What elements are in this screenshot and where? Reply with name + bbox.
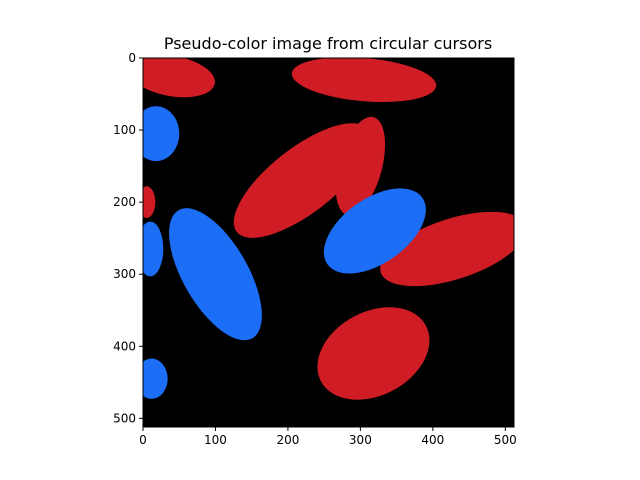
x-tick-label: 200 bbox=[276, 433, 299, 447]
x-tick-label: 500 bbox=[494, 433, 517, 447]
region-red-2 bbox=[233, 123, 372, 238]
pseudo-color-regions bbox=[143, 58, 514, 400]
region-red-5 bbox=[380, 211, 514, 287]
y-tick-label: 0 bbox=[128, 51, 136, 65]
region-blue-8 bbox=[323, 188, 426, 274]
x-tick-label: 300 bbox=[349, 433, 372, 447]
y-tick-label: 100 bbox=[113, 123, 136, 137]
x-tick-label: 100 bbox=[204, 433, 227, 447]
region-red-3 bbox=[335, 116, 386, 216]
x-tick-label: 400 bbox=[421, 433, 444, 447]
x-axis: 0 100 200 300 400 500 bbox=[139, 427, 517, 447]
region-red-1 bbox=[291, 58, 437, 103]
y-tick-label: 200 bbox=[113, 195, 136, 209]
region-blue-9 bbox=[169, 208, 262, 341]
y-axis: 0 100 200 300 400 500 bbox=[113, 51, 143, 425]
y-tick-label: 300 bbox=[113, 267, 136, 281]
region-blue-11 bbox=[143, 358, 168, 399]
region-red-0 bbox=[143, 58, 215, 98]
region-red-4 bbox=[143, 186, 156, 218]
chart-title: Pseudo-color image from circular cursors bbox=[164, 34, 492, 53]
x-tick-label: 0 bbox=[139, 433, 147, 447]
axes-frame bbox=[142, 57, 515, 428]
y-tick-label: 500 bbox=[113, 411, 136, 425]
y-tick-label: 400 bbox=[113, 339, 136, 353]
region-blue-10 bbox=[143, 221, 164, 277]
region-red-6 bbox=[317, 307, 430, 400]
region-blue-7 bbox=[143, 106, 180, 162]
